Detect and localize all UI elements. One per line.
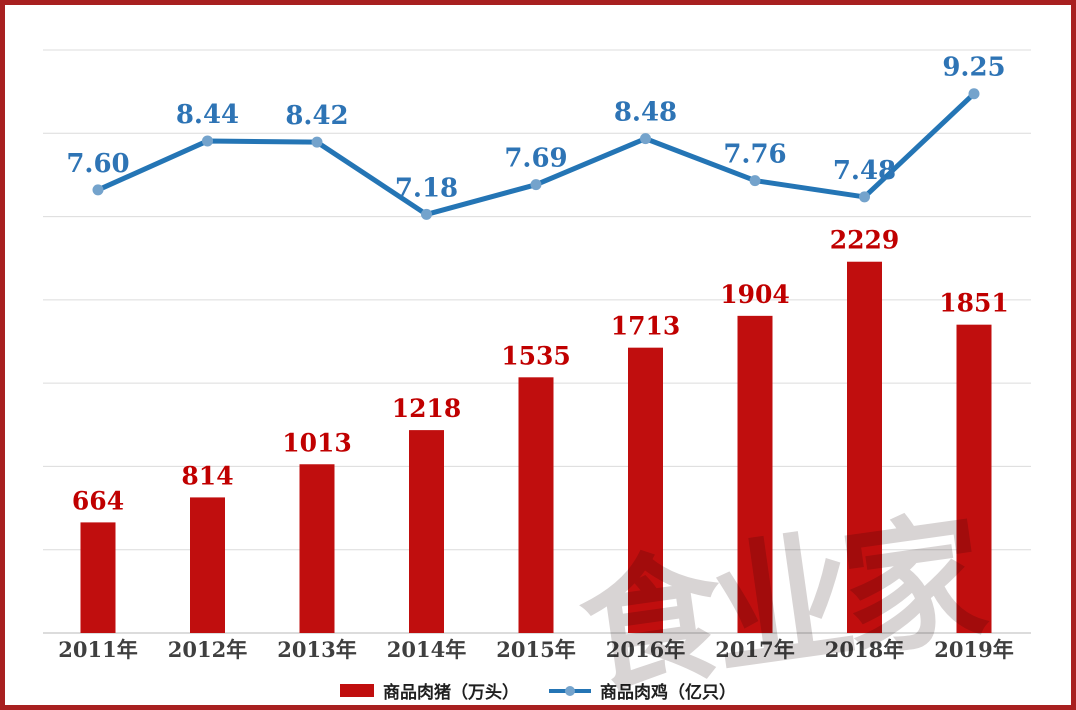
bar-value-label: 1535 <box>501 341 571 370</box>
data-point-marker <box>640 133 651 145</box>
line-swatch-marker <box>565 685 575 696</box>
point-value-label: 7.48 <box>833 156 896 186</box>
legend-item-chickens: 商品肉鸡（亿只） <box>549 678 736 703</box>
x-axis-label: 2012年 <box>168 637 247 662</box>
x-axis-label: 2015年 <box>496 637 575 662</box>
data-point-marker <box>968 88 980 100</box>
bar-value-label: 2229 <box>830 226 900 255</box>
x-axis-label: 2013年 <box>277 637 356 662</box>
bar-value-label: 1713 <box>611 312 681 341</box>
bar <box>190 497 225 633</box>
x-axis-label: 2017年 <box>715 637 794 662</box>
bar <box>518 377 554 633</box>
legend-label-chickens: 商品肉鸡（亿只） <box>600 682 736 702</box>
point-value-label: 7.18 <box>395 173 458 203</box>
bar-swatch-icon <box>340 683 374 697</box>
point-value-label: 7.60 <box>66 149 129 179</box>
x-axis-label: 2016年 <box>606 637 685 662</box>
legend-item-pigs: 商品肉猪（万头） <box>340 678 519 703</box>
bar <box>956 324 992 633</box>
point-value-label: 9.25 <box>942 53 1005 83</box>
point-value-label: 7.69 <box>504 144 567 174</box>
bar <box>409 430 444 633</box>
line-swatch-icon <box>549 684 591 697</box>
data-point-marker <box>421 208 432 220</box>
data-point-marker <box>859 191 870 203</box>
x-axis-label: 2014年 <box>387 637 466 662</box>
bar <box>80 522 116 633</box>
data-point-marker <box>530 179 542 191</box>
point-value-label: 7.76 <box>723 140 786 170</box>
bar <box>737 315 773 633</box>
bar <box>299 464 335 633</box>
data-point-marker <box>749 175 761 187</box>
bar <box>628 347 663 633</box>
bar <box>847 261 882 633</box>
bar-value-label: 664 <box>72 486 124 515</box>
data-point-marker <box>311 136 323 148</box>
legend-label-pigs: 商品肉猪（万头） <box>383 682 519 702</box>
point-value-label: 8.48 <box>614 98 677 128</box>
legend: 商品肉猪（万头） 商品肉鸡（亿只） <box>5 673 1071 705</box>
x-axis-label: 2019年 <box>934 637 1013 662</box>
data-point-marker <box>202 135 213 147</box>
x-axis-label: 2018年 <box>825 637 904 662</box>
bar-value-label: 1218 <box>392 394 462 423</box>
bar-value-label: 1904 <box>720 280 790 309</box>
bar-value-label: 1013 <box>282 428 352 457</box>
point-value-label: 8.42 <box>285 101 348 131</box>
bar-value-label: 1851 <box>939 289 1009 318</box>
data-point-marker <box>92 184 104 196</box>
point-value-label: 8.44 <box>176 100 239 130</box>
bar-value-label: 814 <box>181 461 233 490</box>
x-axis-label: 2011年 <box>58 637 137 662</box>
